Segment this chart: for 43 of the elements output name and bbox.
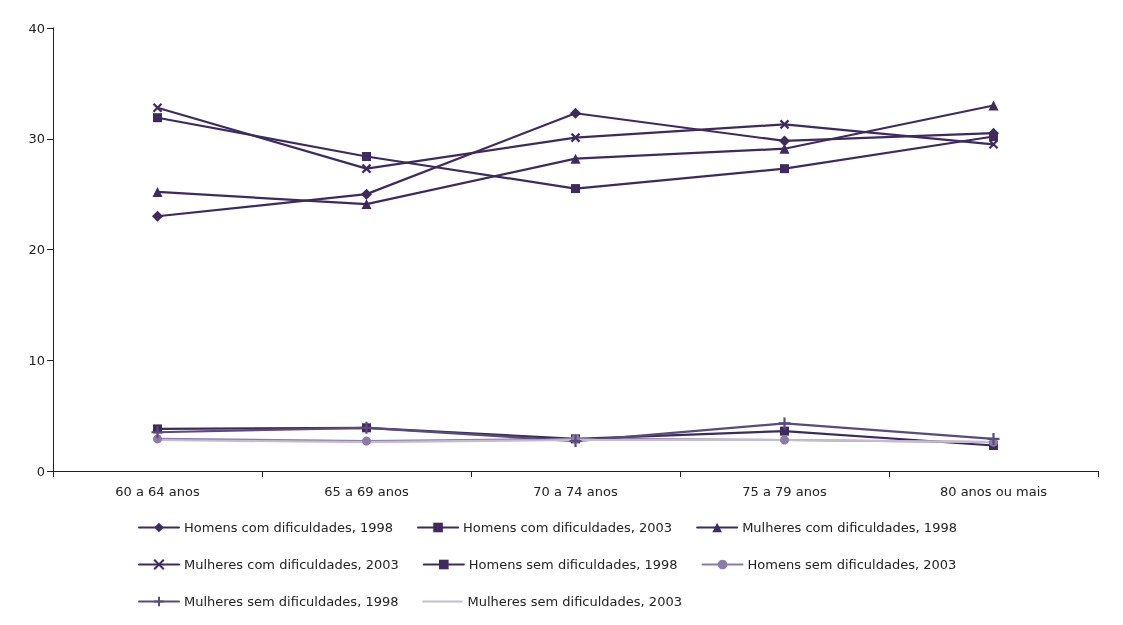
legend-label: Mulheres sem dificuldades, 1998 <box>184 594 399 609</box>
y-tick-label: 30 <box>28 131 45 147</box>
point <box>570 132 581 143</box>
point <box>986 431 1001 446</box>
legend-label: Homens com dificuldades, 1998 <box>184 520 394 535</box>
y-tick-label: 0 <box>36 463 45 479</box>
y-tick-label: 40 <box>28 20 45 36</box>
point <box>361 163 372 174</box>
point <box>362 151 371 161</box>
y-tick-label: 10 <box>28 352 45 368</box>
x-tick-label: 70 a 74 anos <box>533 484 618 499</box>
x-tick-label: 65 a 69 anos <box>324 484 409 499</box>
point <box>570 107 581 119</box>
point <box>777 416 792 431</box>
point <box>153 113 162 123</box>
point <box>780 426 789 436</box>
point <box>570 153 581 164</box>
point <box>152 102 163 113</box>
legend-label: Mulheres sem dificuldades, 2003 <box>467 594 682 609</box>
point <box>150 425 165 440</box>
y-tick-label: 20 <box>28 242 45 257</box>
legend-label: Homens com dificuldades, 2003 <box>463 520 673 535</box>
x-tick-label: 60 a 64 anos <box>115 484 200 499</box>
x-tick-label: 80 anos ou mais <box>939 484 1048 499</box>
legend-label: Mulheres com dificuldades, 1998 <box>742 520 957 535</box>
point <box>568 434 583 449</box>
point <box>362 436 371 446</box>
legend-label: Homens sem dificuldades, 2003 <box>747 557 957 572</box>
point <box>988 139 999 150</box>
point <box>779 135 790 147</box>
legend-label: Homens sem dificuldades, 1998 <box>468 557 678 572</box>
point <box>779 119 790 130</box>
point <box>361 188 372 200</box>
point <box>361 199 372 210</box>
point <box>571 184 580 194</box>
x-tick-label: 75 a 79 anos <box>742 484 827 499</box>
legend-label: Mulheres com dificuldades, 2003 <box>184 557 399 572</box>
point <box>988 100 999 111</box>
point <box>780 435 789 445</box>
point <box>152 210 163 222</box>
point <box>152 186 163 197</box>
point <box>989 132 998 142</box>
point <box>780 164 789 174</box>
